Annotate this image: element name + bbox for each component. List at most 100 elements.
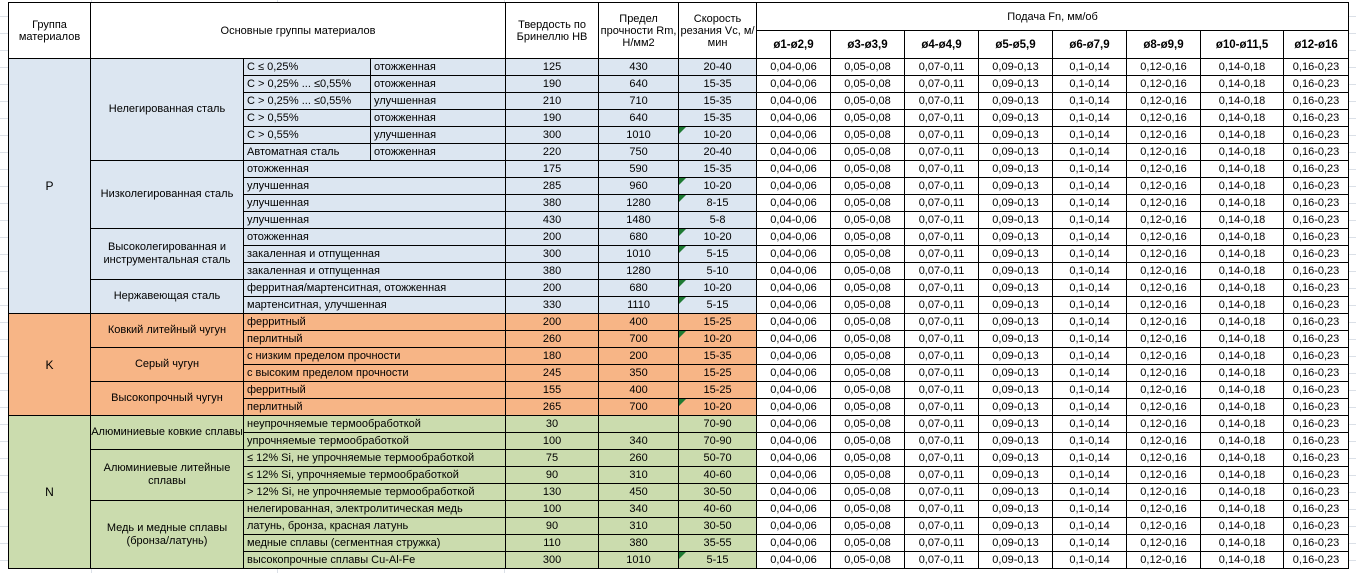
cell-feed[interactable]: 0,07-0,11 xyxy=(904,245,980,263)
cell-strength[interactable]: 710 xyxy=(598,92,680,110)
cell-feed[interactable]: 0,07-0,11 xyxy=(904,177,980,195)
cell-state[interactable]: отожженная xyxy=(369,75,507,93)
cell-feed[interactable]: 0,09-0,13 xyxy=(978,194,1054,212)
cell-feed[interactable]: 0,09-0,13 xyxy=(978,364,1054,382)
cell-feed[interactable]: 0,05-0,08 xyxy=(830,432,906,450)
cell-feed[interactable]: 0,12-0,16 xyxy=(1126,279,1202,297)
cell-family[interactable]: Низколегированная сталь xyxy=(90,160,244,229)
cell-speed[interactable]: 15-35 xyxy=(678,347,758,365)
cell-feed[interactable]: 0,14-0,18 xyxy=(1200,228,1285,246)
cell-strength[interactable]: 700 xyxy=(598,330,680,348)
cell-strength[interactable]: 1280 xyxy=(598,262,680,280)
cell-feed[interactable]: 0,07-0,11 xyxy=(904,296,980,314)
cell-feed[interactable]: 0,14-0,18 xyxy=(1200,466,1285,484)
cell-strength[interactable]: 1010 xyxy=(598,245,680,263)
cell-feed[interactable]: 0,16-0,23 xyxy=(1283,109,1350,127)
cell-speed[interactable]: 15-35 xyxy=(678,92,758,110)
cell-strength[interactable]: 350 xyxy=(598,364,680,382)
cell-feed[interactable]: 0,14-0,18 xyxy=(1200,262,1285,280)
cell-feed[interactable]: 0,05-0,08 xyxy=(830,109,906,127)
cell-speed[interactable]: 15-35 xyxy=(678,160,758,178)
cell-feed[interactable]: 0,04-0,06 xyxy=(756,364,832,382)
cell-feed[interactable]: 0,07-0,11 xyxy=(904,500,980,518)
cell-speed[interactable]: 70-90 xyxy=(678,415,758,433)
cell-desc[interactable]: > 12% Si, не упрочняемые термообработкой xyxy=(242,483,507,501)
cell-feed[interactable]: 0,14-0,18 xyxy=(1200,398,1285,416)
cell-hardness[interactable]: 100 xyxy=(505,500,600,518)
cell-feed[interactable]: 0,09-0,13 xyxy=(978,75,1054,93)
cell-strength[interactable]: 200 xyxy=(598,347,680,365)
cell-feed[interactable]: 0,04-0,06 xyxy=(756,211,832,229)
cell-speed[interactable]: 8-15 xyxy=(678,194,758,212)
cell-feed[interactable]: 0,05-0,08 xyxy=(830,500,906,518)
cell-feed[interactable]: 0,12-0,16 xyxy=(1126,466,1202,484)
cell-feed[interactable]: 0,04-0,06 xyxy=(756,262,832,280)
cell-feed[interactable]: 0,05-0,08 xyxy=(830,517,906,535)
header-feed-diameter[interactable]: ø1-ø2,9 xyxy=(756,30,832,59)
cell-feed[interactable]: 0,1-0,14 xyxy=(1052,245,1128,263)
cell-hardness[interactable]: 100 xyxy=(505,432,600,450)
cell-feed[interactable]: 0,04-0,06 xyxy=(756,126,832,144)
cell-feed[interactable]: 0,07-0,11 xyxy=(904,194,980,212)
header-feed-diameter[interactable]: ø8-ø9,9 xyxy=(1126,30,1202,59)
cell-feed[interactable]: 0,09-0,13 xyxy=(978,500,1054,518)
cell-feed[interactable]: 0,05-0,08 xyxy=(830,160,906,178)
cell-feed[interactable]: 0,1-0,14 xyxy=(1052,381,1128,399)
cell-feed[interactable]: 0,09-0,13 xyxy=(978,347,1054,365)
cell-feed[interactable]: 0,14-0,18 xyxy=(1200,483,1285,501)
cell-hardness[interactable]: 380 xyxy=(505,194,600,212)
cell-feed[interactable]: 0,1-0,14 xyxy=(1052,534,1128,552)
cell-spec[interactable]: C > 0,55% xyxy=(243,109,371,127)
cell-state[interactable]: отожженная xyxy=(369,143,507,161)
cell-state[interactable]: улучшенная xyxy=(369,126,507,144)
cell-speed[interactable]: 20-40 xyxy=(678,143,758,161)
cell-feed[interactable]: 0,04-0,06 xyxy=(756,245,832,263)
cell-feed[interactable]: 0,07-0,11 xyxy=(904,364,980,382)
cell-feed[interactable]: 0,09-0,13 xyxy=(978,143,1054,161)
cell-feed[interactable]: 0,05-0,08 xyxy=(830,347,906,365)
cell-feed[interactable]: 0,14-0,18 xyxy=(1200,449,1285,467)
cell-feed[interactable]: 0,05-0,08 xyxy=(830,58,906,76)
cell-feed[interactable]: 0,12-0,16 xyxy=(1126,415,1202,433)
cell-spec[interactable]: Автоматная сталь xyxy=(243,143,371,161)
cell-feed[interactable]: 0,12-0,16 xyxy=(1126,126,1202,144)
cell-feed[interactable]: 0,05-0,08 xyxy=(830,534,906,552)
cell-speed[interactable]: 10-20 xyxy=(678,228,758,246)
cell-strength[interactable]: 640 xyxy=(598,109,680,127)
cell-feed[interactable]: 0,1-0,14 xyxy=(1052,160,1128,178)
cell-feed[interactable]: 0,14-0,18 xyxy=(1200,432,1285,450)
cell-feed[interactable]: 0,05-0,08 xyxy=(830,279,906,297)
cell-feed[interactable]: 0,16-0,23 xyxy=(1283,92,1350,110)
cell-feed[interactable]: 0,07-0,11 xyxy=(904,160,980,178)
cell-feed[interactable]: 0,12-0,16 xyxy=(1126,534,1202,552)
cell-feed[interactable]: 0,04-0,06 xyxy=(756,330,832,348)
cell-feed[interactable]: 0,04-0,06 xyxy=(756,347,832,365)
cell-feed[interactable]: 0,04-0,06 xyxy=(756,296,832,314)
cell-hardness[interactable]: 30 xyxy=(505,415,600,433)
cell-family[interactable]: Нелегированная сталь xyxy=(90,58,244,161)
cell-feed[interactable]: 0,04-0,06 xyxy=(756,534,832,552)
cell-spec[interactable]: C ≤ 0,25% xyxy=(243,58,371,76)
cell-feed[interactable]: 0,12-0,16 xyxy=(1126,109,1202,127)
cell-speed[interactable]: 40-60 xyxy=(678,466,758,484)
cell-desc[interactable]: перлитный xyxy=(242,398,507,416)
cell-hardness[interactable]: 245 xyxy=(505,364,600,382)
cell-strength[interactable]: 340 xyxy=(598,432,680,450)
cell-feed[interactable]: 0,09-0,13 xyxy=(978,449,1054,467)
cell-feed[interactable]: 0,07-0,11 xyxy=(904,75,980,93)
cell-speed[interactable]: 20-40 xyxy=(678,58,758,76)
cell-hardness[interactable]: 300 xyxy=(505,245,600,263)
cell-desc[interactable]: улучшенная xyxy=(242,177,507,195)
header-feed-diameter[interactable]: ø12-ø16 xyxy=(1283,30,1350,59)
cell-strength[interactable]: 1280 xyxy=(598,194,680,212)
cell-feed[interactable]: 0,12-0,16 xyxy=(1126,517,1202,535)
cell-feed[interactable]: 0,12-0,16 xyxy=(1126,449,1202,467)
cell-feed[interactable]: 0,05-0,08 xyxy=(830,75,906,93)
cell-feed[interactable]: 0,1-0,14 xyxy=(1052,194,1128,212)
cell-feed[interactable]: 0,05-0,08 xyxy=(830,245,906,263)
cell-feed[interactable]: 0,14-0,18 xyxy=(1200,415,1285,433)
cell-state[interactable]: улучшенная xyxy=(369,92,507,110)
cell-feed[interactable]: 0,12-0,16 xyxy=(1126,398,1202,416)
header-feed-title[interactable]: Подача Fn, мм/об xyxy=(756,2,1350,31)
cell-feed[interactable]: 0,1-0,14 xyxy=(1052,279,1128,297)
